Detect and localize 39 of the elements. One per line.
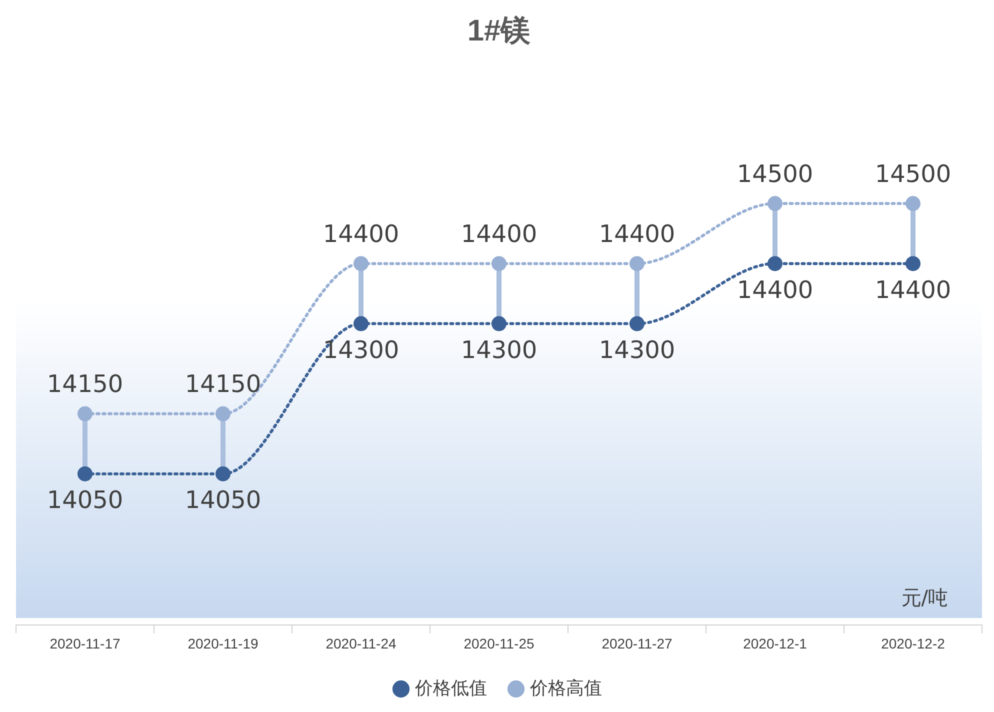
x-tick-label: 2020-12-2 <box>881 635 946 652</box>
chart-title: 1#镁 <box>467 14 532 48</box>
point <box>354 256 368 272</box>
x-tick-label: 2020-11-24 <box>326 635 396 652</box>
data-label: 14400 <box>598 220 676 248</box>
x-tick-label: 2020-11-25 <box>464 635 534 652</box>
point <box>216 406 230 422</box>
point <box>906 196 920 212</box>
point <box>906 256 920 272</box>
point <box>216 466 230 482</box>
point <box>354 316 368 332</box>
data-label: 14050 <box>184 486 262 514</box>
data-label: 14300 <box>598 336 676 364</box>
point <box>492 316 506 332</box>
x-tick-label: 2020-11-17 <box>50 635 120 652</box>
data-label: 14050 <box>46 486 124 514</box>
data-label: 14300 <box>322 336 400 364</box>
data-label: 14400 <box>736 276 814 304</box>
x-tick-label: 2020-11-19 <box>188 635 258 652</box>
data-label: 14300 <box>460 336 538 364</box>
data-label: 14150 <box>46 370 124 398</box>
x-tick-label: 2020-12-1 <box>743 635 808 652</box>
x-tick-label: 2020-11-27 <box>602 635 672 652</box>
legend-label: 价格高值 <box>529 678 602 698</box>
point <box>78 466 92 482</box>
point <box>492 256 506 272</box>
data-label: 14400 <box>460 220 538 248</box>
point <box>630 316 644 332</box>
data-label: 14150 <box>184 370 262 398</box>
data-label: 14500 <box>874 160 952 188</box>
point <box>630 256 644 272</box>
point <box>768 256 782 272</box>
point <box>78 406 92 422</box>
data-label: 14400 <box>874 276 952 304</box>
data-label: 14500 <box>736 160 814 188</box>
data-label: 14400 <box>322 220 400 248</box>
legend-label: 价格低值 <box>414 678 487 698</box>
text: 元/吨 <box>901 585 948 610</box>
point <box>768 196 782 212</box>
